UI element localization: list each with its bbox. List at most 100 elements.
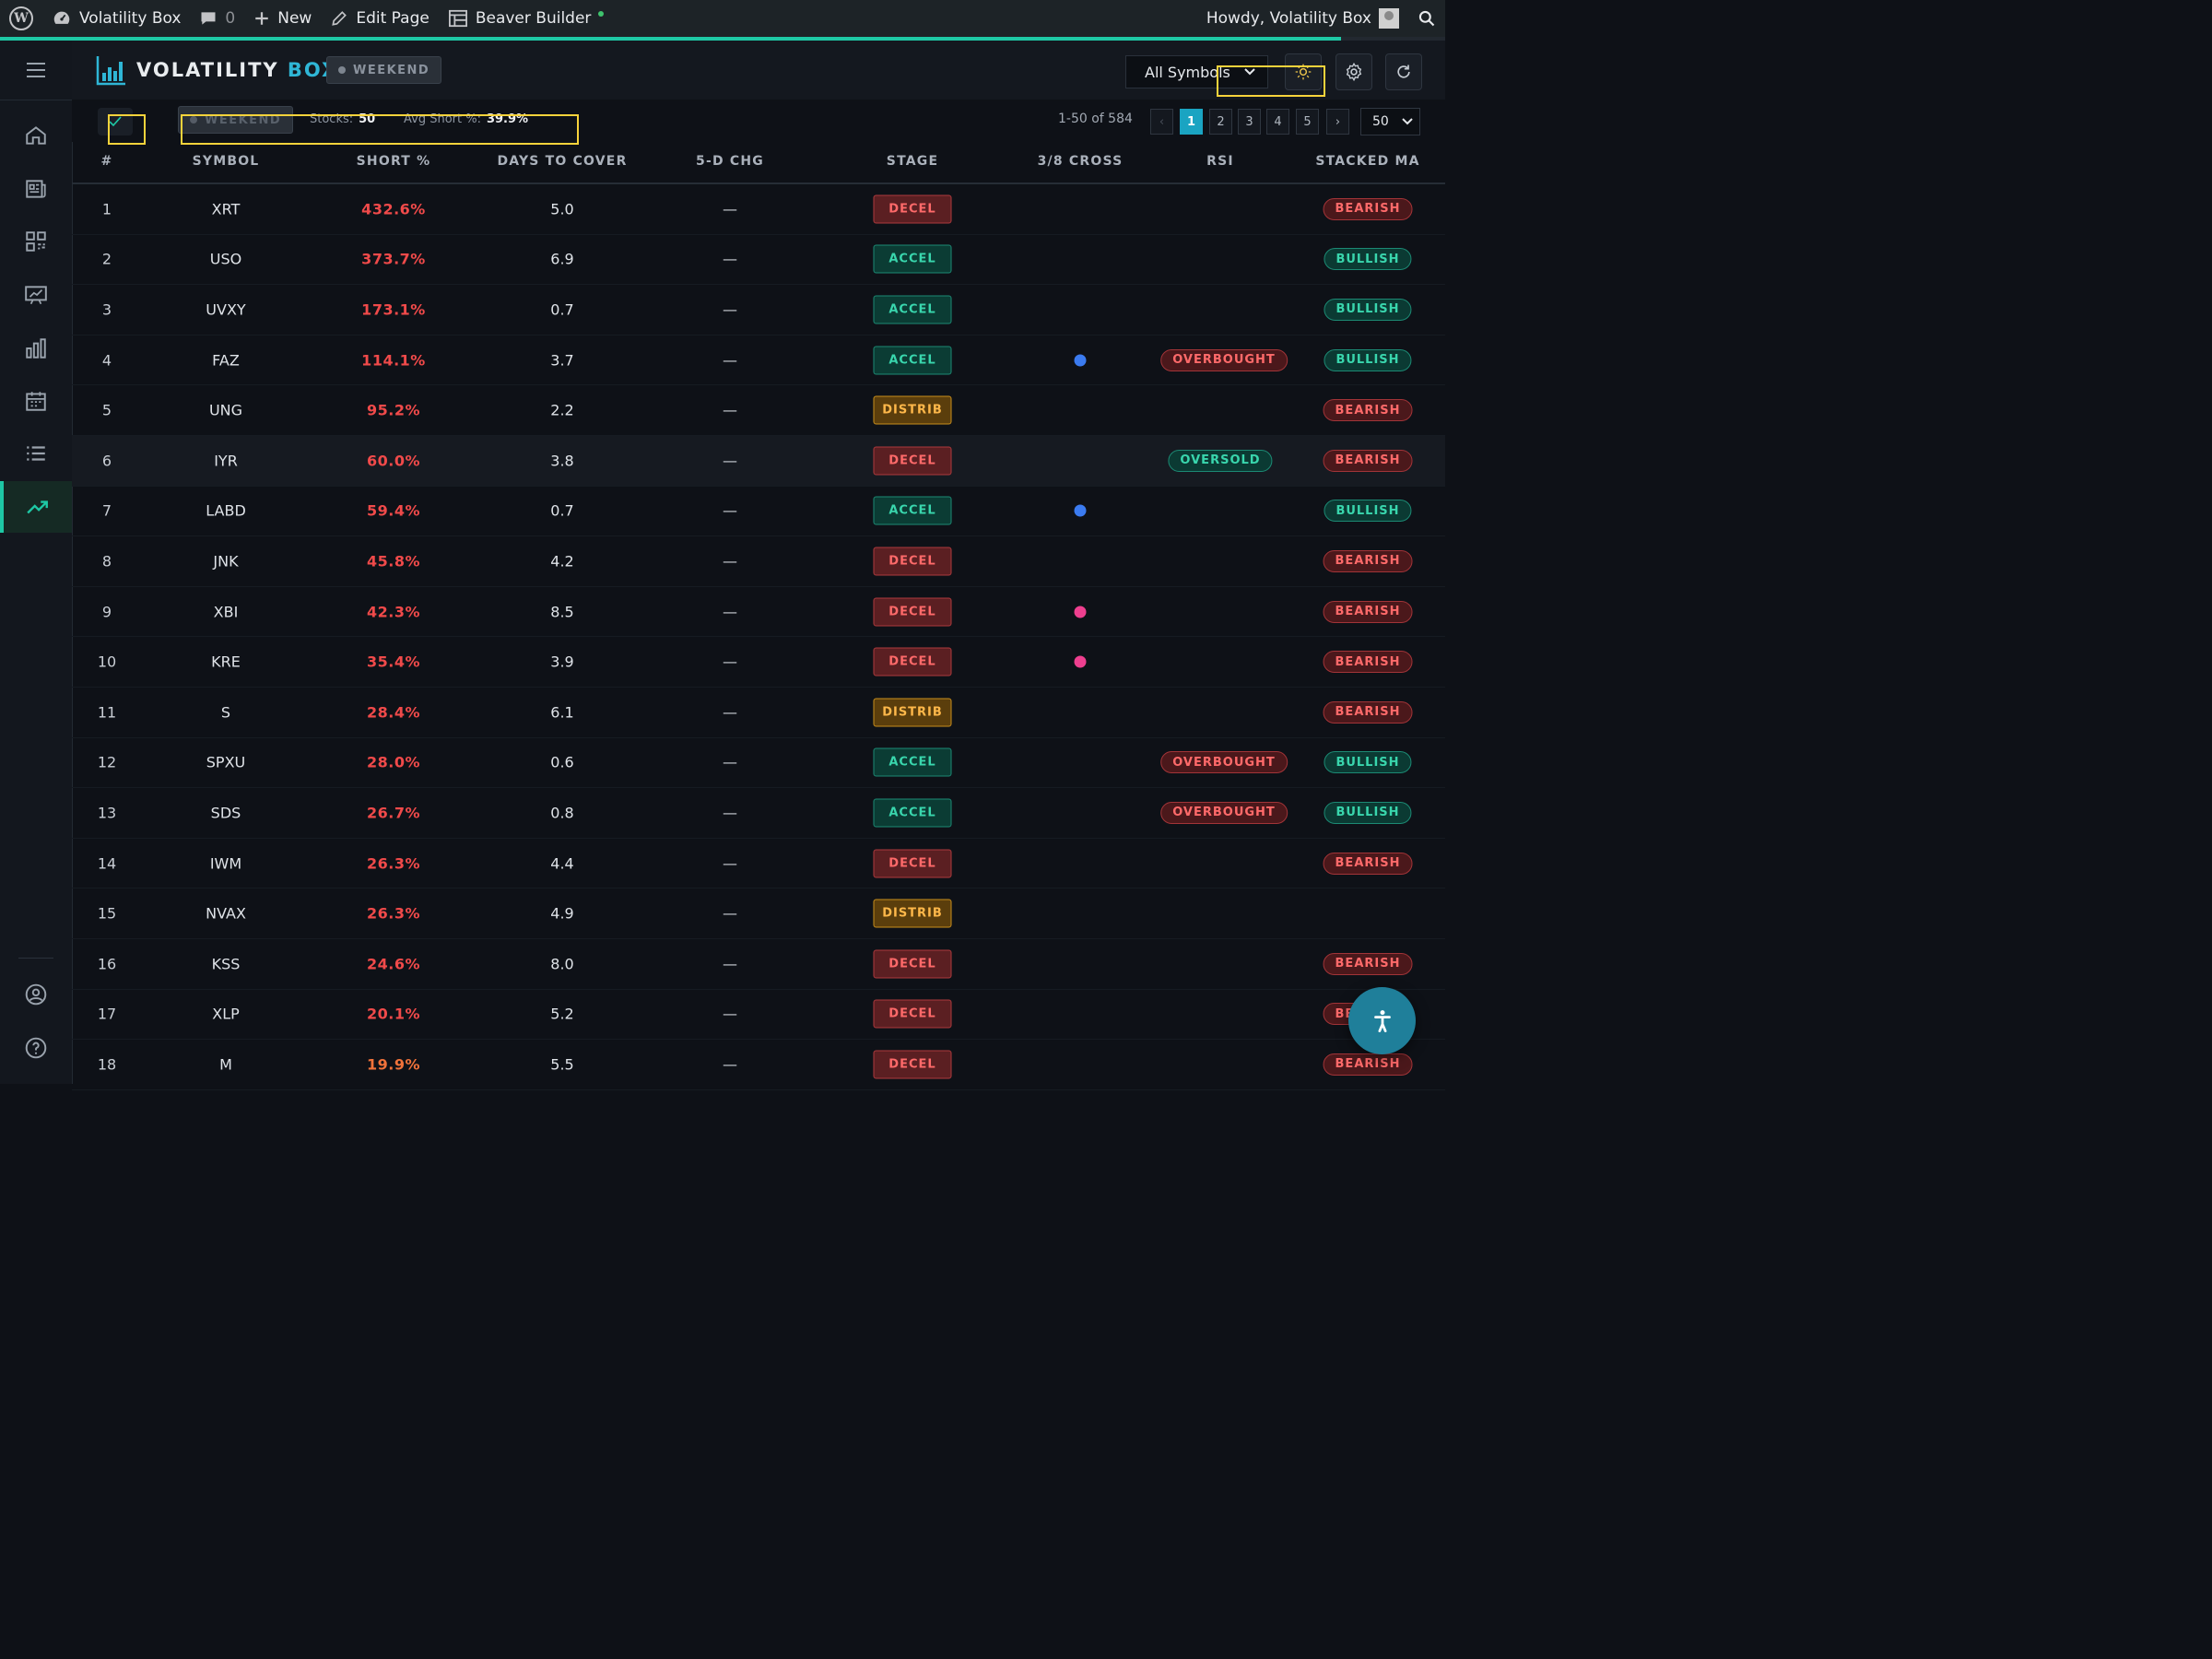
nav-home[interactable] [0,110,72,161]
table-row[interactable]: 11 S 28.4% 6.1 — DISTRIB BEARISH [72,688,1445,738]
nav-calendar[interactable] [0,375,72,427]
row-rank: 17 [97,1005,117,1023]
nav-list[interactable] [0,428,72,479]
refresh-button[interactable] [1385,53,1422,90]
menu-toggle-button[interactable] [0,41,72,100]
col-header-symbol[interactable]: SYMBOL [192,154,260,169]
table-row[interactable]: 4 FAZ 114.1% 3.7 — ACCEL OVERBOUGHT BULLISH [72,335,1445,386]
pagination-info: 1-50 of 584 [1058,112,1133,126]
row-days-to-cover: 6.9 [550,250,574,268]
nav-bar-chart[interactable] [0,323,72,374]
stacked-ma-badge: BULLISH [1324,248,1412,271]
col-header-rsi[interactable]: RSI [1206,154,1234,169]
nav-presentation[interactable] [0,269,72,321]
col-header-5d-change[interactable]: 5-D CHG [696,154,764,169]
gear-icon [1346,62,1362,82]
row-symbol[interactable]: SDS [210,804,241,822]
row-symbol[interactable]: USO [209,250,242,268]
row-symbol[interactable]: KSS [211,955,241,973]
stage-badge: DECEL [873,1050,952,1079]
row-symbol[interactable]: XRT [211,200,241,218]
row-short-pct: 26.3% [366,854,421,873]
filter-toggle-button[interactable] [98,108,133,135]
stacked-ma-badge: BULLISH [1324,348,1412,371]
settings-button[interactable] [1335,53,1372,90]
stacked-ma-badge: BEARISH [1323,852,1413,875]
row-symbol[interactable]: IYR [214,452,238,470]
nav-news[interactable] [0,163,72,215]
col-header-3-8-cross[interactable]: 3/8 CROSS [1037,154,1124,169]
symbol-filter-select[interactable]: All Symbols [1125,55,1268,88]
presentation-chart-icon [25,286,47,305]
row-rank: 15 [97,904,117,923]
new-content-menu[interactable]: New [244,0,321,37]
pagination-page-5[interactable]: 5 [1296,109,1319,135]
brand-logo[interactable]: VOLATILITY BOX [96,54,338,86]
row-symbol[interactable]: XLP [212,1005,240,1023]
row-symbol[interactable]: LABD [206,501,246,520]
pagination-page-2[interactable]: 2 [1209,109,1232,135]
pagination-page-1[interactable]: 1 [1180,109,1203,135]
row-symbol[interactable]: SPXU [206,753,246,771]
account-menu[interactable]: Howdy, Volatility Box [1197,0,1408,37]
table-row[interactable]: 12 SPXU 28.0% 0.6 — ACCEL OVERBOUGHT BULLISH [72,738,1445,789]
pagination-page-4[interactable]: 4 [1266,109,1289,135]
row-symbol[interactable]: IWM [209,854,242,873]
table-row[interactable]: 15 NVAX 26.3% 4.9 — DISTRIB [72,888,1445,939]
col-header-days-to-cover[interactable]: DAYS TO COVER [497,154,628,169]
row-rank: 16 [97,955,117,973]
nav-trending[interactable] [0,481,72,533]
table-row[interactable]: 13 SDS 26.7% 0.8 — ACCEL OVERBOUGHT BULLISH [72,788,1445,839]
table-row[interactable]: 1 XRT 432.6% 5.0 — DECEL BEARISH [72,184,1445,235]
nav-account[interactable] [0,969,72,1020]
row-symbol[interactable]: NVAX [206,904,246,923]
pagination-page-3[interactable]: 3 [1238,109,1261,135]
table-row[interactable]: 7 LABD 59.4% 0.7 — ACCEL BULLISH [72,487,1445,537]
howdy-text: Howdy, Volatility Box [1206,9,1371,28]
row-symbol[interactable]: KRE [211,653,241,671]
edit-page-link[interactable]: Edit Page [321,0,438,37]
table-row[interactable]: 8 JNK 45.8% 4.2 — DECEL BEARISH [72,536,1445,587]
nav-grid[interactable] [0,216,72,267]
comments-menu[interactable]: 0 [190,0,244,37]
col-header-rank[interactable]: # [100,154,113,169]
row-rank: 4 [101,351,112,370]
table-row[interactable]: 2 USO 373.7% 6.9 — ACCEL BULLISH [72,235,1445,286]
row-symbol[interactable]: UVXY [206,300,246,319]
row-symbol[interactable]: S [220,703,231,722]
col-header-stage[interactable]: STAGE [886,154,939,169]
pagination-next-button[interactable]: › [1326,109,1349,135]
table-row[interactable]: 5 UNG 95.2% 2.2 — DISTRIB BEARISH [72,385,1445,436]
row-symbol[interactable]: UNG [208,401,243,419]
wp-admin-bar: W Volatility Box 0 New Edit Page Beaver … [0,0,1445,37]
news-icon [26,180,46,198]
table-row[interactable]: 16 KSS 24.6% 8.0 — DECEL BEARISH [72,939,1445,990]
row-symbol[interactable]: FAZ [212,351,240,370]
site-name-menu[interactable]: Volatility Box [42,0,190,37]
row-symbol[interactable]: M [219,1055,232,1074]
table-row[interactable]: 10 KRE 35.4% 3.9 — DECEL BEARISH [72,637,1445,688]
row-short-pct: 20.1% [366,1005,421,1023]
table-row[interactable]: 3 UVXY 173.1% 0.7 — ACCEL BULLISH [72,285,1445,335]
table-row[interactable]: 9 XBI 42.3% 8.5 — DECEL BEARISH [72,587,1445,638]
col-header-stacked-ma[interactable]: STACKED MA [1315,154,1420,169]
table-row[interactable]: 14 IWM 26.3% 4.4 — DECEL BEARISH [72,839,1445,889]
col-header-short-pct[interactable]: SHORT % [356,154,431,169]
table-row[interactable]: 6 IYR 60.0% 3.8 — DECEL OVERSOLD BEARISH [72,435,1445,487]
row-days-to-cover: 5.0 [550,200,574,218]
new-label: New [277,9,312,28]
theme-toggle-button[interactable] [1285,53,1322,90]
beaver-builder-link[interactable]: Beaver Builder [439,0,614,37]
row-symbol[interactable]: XBI [213,603,239,621]
accessibility-button[interactable] [1348,987,1416,1054]
table-row[interactable]: 18 M 19.9% 5.5 — DECEL BEARISH [72,1040,1445,1090]
per-page-select[interactable]: 50 [1360,108,1420,135]
pagination-prev-button[interactable]: ‹ [1150,109,1173,135]
admin-search[interactable] [1408,0,1445,37]
nav-help[interactable] [0,1022,72,1074]
stacked-ma-badge: BEARISH [1323,549,1413,572]
wp-logo-menu[interactable]: W [0,0,42,37]
row-symbol[interactable]: JNK [213,552,239,571]
rsi-badge: OVERSOLD [1168,449,1273,472]
